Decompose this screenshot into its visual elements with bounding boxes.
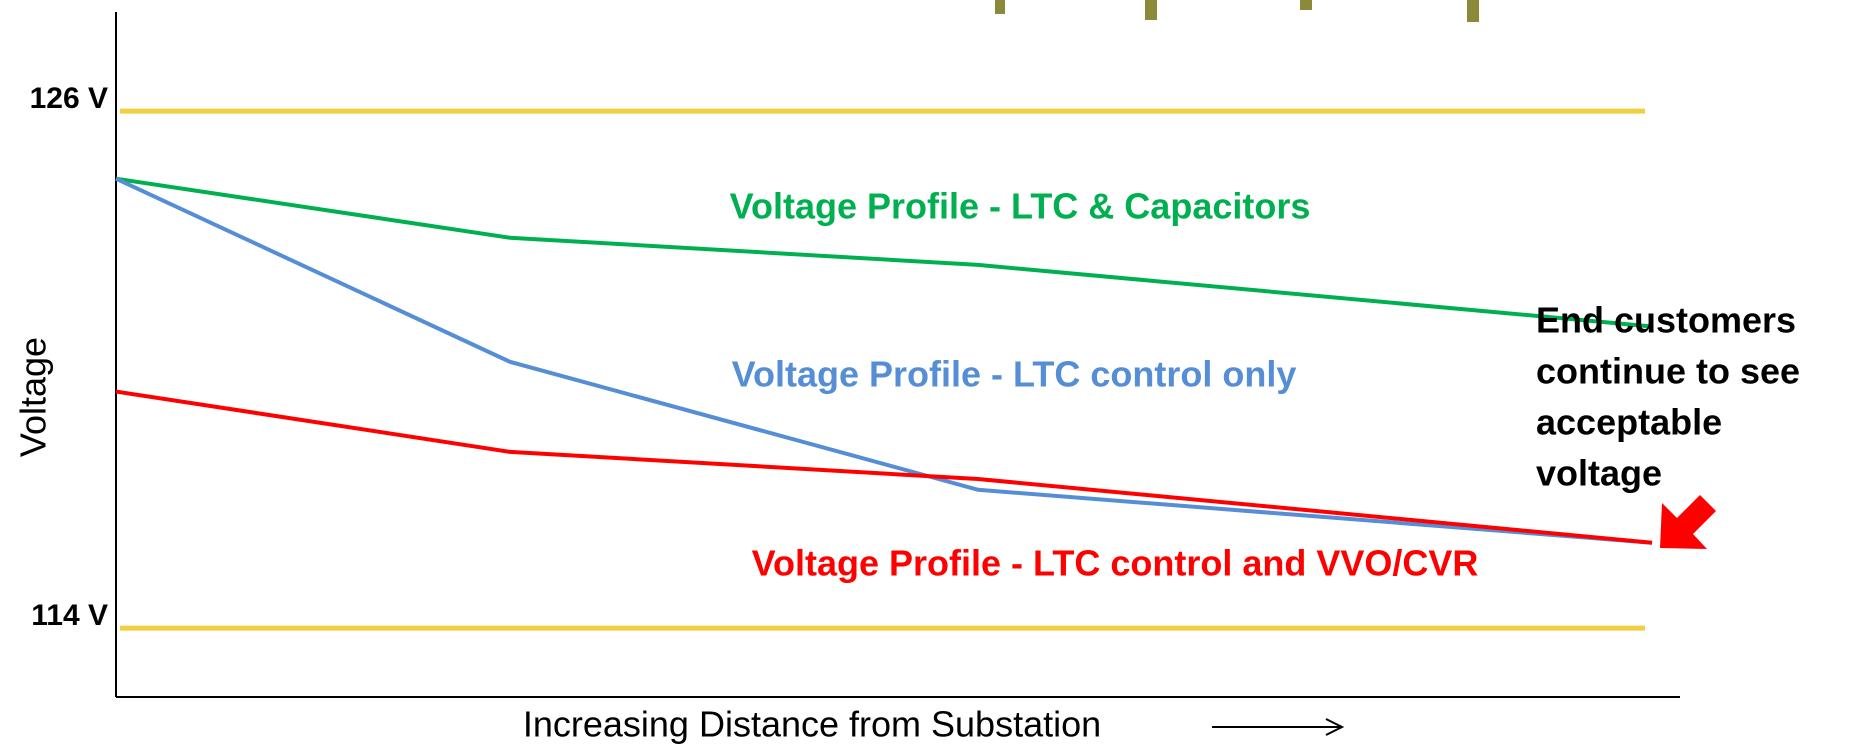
- annotation: continue to see: [1536, 351, 1800, 392]
- y-tick-label: 114 V: [31, 599, 108, 632]
- annotation: voltage: [1536, 453, 1662, 494]
- y-axis-label: Voltage: [13, 337, 54, 457]
- series-line: [115, 389, 1653, 545]
- annotation: End customers: [1536, 300, 1796, 341]
- series-label: Voltage Profile - LTC & Capacitors: [730, 186, 1311, 227]
- series-line: [115, 176, 1653, 545]
- red-arrow: [1660, 495, 1716, 549]
- series-line: [115, 176, 1653, 329]
- x-axis-label: Increasing Distance from Substation: [523, 704, 1101, 745]
- x-arrow: [1212, 718, 1345, 736]
- annotation: acceptable: [1536, 402, 1722, 443]
- series-label: Voltage Profile - LTC control and VVO/CV…: [752, 543, 1479, 584]
- series-label: Voltage Profile - LTC control only: [732, 354, 1297, 395]
- y-tick-label: 126 V: [30, 82, 108, 115]
- decoration: [995, 0, 1479, 22]
